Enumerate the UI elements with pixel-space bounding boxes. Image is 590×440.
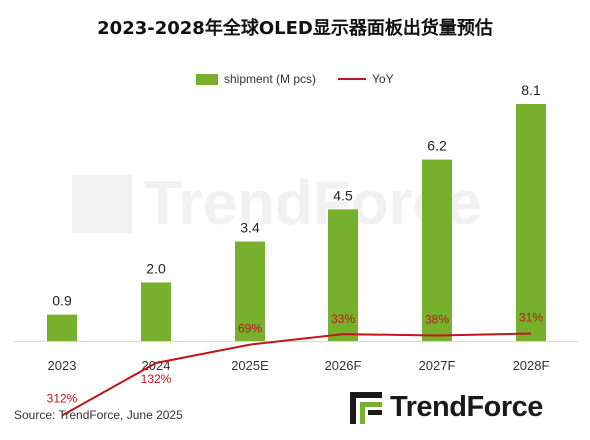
legend-label-shipment: shipment (M pcs) [224, 72, 317, 86]
legend-item-yoy: YoY [338, 72, 394, 86]
yoy-value-label: 69% [238, 322, 262, 336]
yoy-value-label: 33% [331, 312, 355, 326]
source-note: Source: TrendForce, June 2025 [14, 408, 183, 422]
x-tick-label: 2023 [48, 358, 77, 373]
bar [235, 241, 265, 341]
brand-logo: TrendForce [350, 391, 543, 424]
bar-value-label: 2.0 [146, 260, 166, 276]
legend-item-shipment: shipment (M pcs) [196, 72, 316, 86]
bar-value-label: 3.4 [240, 220, 260, 236]
legend-line-yoy [338, 78, 366, 80]
yoy-value-label: 312% [47, 392, 78, 406]
chart-title: 2023-2028年全球OLED显示器面板出货量预估 [97, 18, 493, 39]
legend-label-yoy: YoY [372, 72, 394, 86]
bar [422, 159, 452, 341]
x-tick-label: 2028F [513, 358, 550, 373]
x-tick-label: 2026F [325, 358, 362, 373]
bar [328, 209, 358, 341]
bar [141, 282, 171, 341]
bar [516, 104, 546, 341]
yoy-value-label: 38% [425, 313, 449, 327]
yoy-value-label: 132% [141, 372, 172, 386]
bar-value-label: 8.1 [521, 82, 541, 98]
legend-swatch-shipment [196, 73, 218, 85]
watermark-logo-icon [72, 174, 132, 233]
trendforce-logo-icon [350, 391, 382, 424]
yoy-line [61, 332, 532, 417]
x-tick-label: 2025E [231, 358, 269, 373]
yoy-value-label: 31% [519, 311, 543, 325]
bar-value-label: 6.2 [427, 138, 447, 154]
bar-value-label: 0.9 [52, 293, 72, 309]
bar-value-label: 4.5 [333, 187, 353, 203]
legend: shipment (M pcs) YoY [0, 72, 590, 90]
bar [47, 314, 77, 341]
x-tick-label: 2027F [419, 358, 456, 373]
brand-name: TrendForce [390, 391, 543, 423]
